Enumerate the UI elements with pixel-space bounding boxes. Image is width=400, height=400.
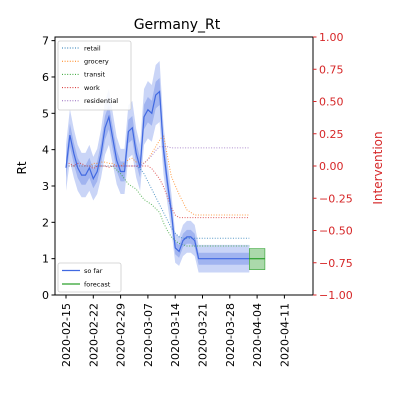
y-tick-label: 4 [42,144,49,157]
legend-label-retail: retail [84,44,101,52]
y2-tick-label: 0.00 [319,160,344,173]
chart-title: Germany_Rt [134,17,221,33]
legend-label-so-far: so far [84,267,103,275]
x-tick-label: 2020-04-04 [251,303,264,367]
y2-tick-label: −0.50 [319,225,353,238]
legend-label-transit: transit [84,71,106,79]
x-tick-label: 2020-03-14 [169,303,182,367]
x-tick-label: 2020-03-28 [224,303,237,367]
x-tick-label: 2020-04-11 [278,303,291,367]
legend-label-forecast: forecast [84,280,111,288]
y2-tick-label: 0.50 [319,96,344,109]
y-tick-label: 5 [42,107,49,120]
y-tick-label: 3 [42,180,49,193]
rt-inner-band [66,78,250,265]
y2-tick-label: 1.00 [319,31,344,44]
x-tick-label: 2020-02-15 [60,303,73,367]
rt-so-far-line [65,90,250,260]
y2-tick-label: −0.25 [319,192,353,205]
legend-label-grocery: grocery [84,58,109,66]
rt-outer-band [66,61,250,273]
x-tick-label: 2020-02-29 [115,303,128,367]
y-tick-label: 0 [42,289,49,302]
y-tick-label: 6 [42,71,49,84]
y2-tick-label: 0.25 [319,128,344,141]
legend-top-box [57,40,132,111]
y2-tick-label: −1.00 [319,289,353,302]
x-tick-label: 2020-02-22 [87,303,100,367]
y2-tick-label: 0.75 [319,63,344,76]
y-tick-label: 7 [42,35,49,48]
legend-label-work: work [84,84,100,92]
x-tick-label: 2020-03-21 [197,303,210,367]
intervention-line-grocery [66,133,250,216]
legend-label-residential: residential [84,97,118,105]
y-tick-label: 2 [42,216,49,229]
y-axis-title: Rt [15,161,29,174]
y2-axis-title: Intervention [371,131,385,204]
y-tick-label: 1 [42,253,49,266]
y2-tick-label: −0.75 [319,257,353,270]
x-tick-label: 2020-03-07 [142,303,155,367]
intervention-line-work [66,162,250,219]
intervention-line-residential [66,146,250,167]
